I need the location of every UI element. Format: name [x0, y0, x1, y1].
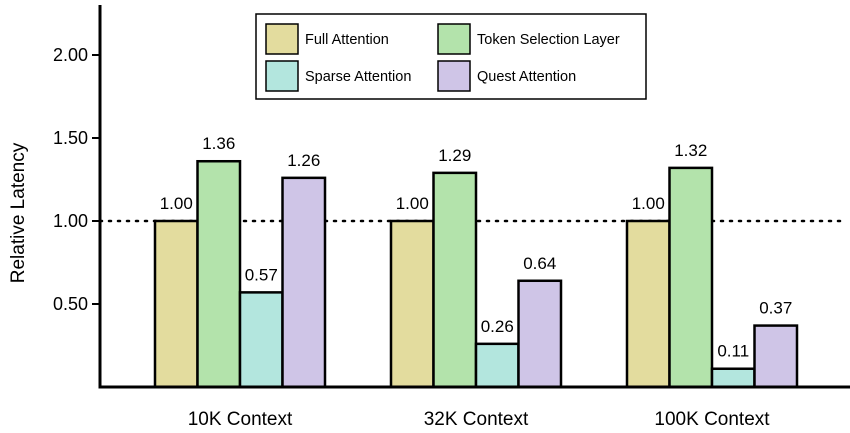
legend-label: Token Selection Layer [477, 32, 620, 48]
value-label: 1.29 [438, 146, 471, 165]
axes-group [98, 5, 850, 389]
bars-group [153, 159, 799, 389]
legend: Full Attention Token Selection Layer Spars… [255, 13, 647, 100]
legend-swatch [265, 60, 299, 92]
bar [153, 219, 199, 389]
x-tick-label: 10K Context [188, 409, 293, 430]
value-label: 1.00 [632, 194, 665, 213]
bar [196, 159, 242, 389]
bar [753, 324, 799, 389]
value-label: 0.11 [717, 342, 749, 361]
x-tick-label: 32K Context [424, 409, 529, 430]
bar [389, 219, 435, 389]
x-tick-label: 100K Context [654, 409, 770, 430]
bar [281, 176, 327, 389]
y-tick-label: 0.50 [53, 294, 88, 314]
legend-label: Full Attention [305, 32, 389, 48]
y-tick-label: 1.00 [53, 211, 88, 231]
value-label: 1.00 [396, 194, 429, 213]
bar [625, 219, 671, 389]
y-tick-label: 1.50 [53, 128, 88, 148]
value-label: 1.26 [287, 151, 320, 170]
bar [432, 171, 478, 389]
y-axis-label: Relative Latency [8, 142, 29, 283]
value-labels-group: 1.00 1.36 0.57 1.26 1.00 1.29 0.26 0.64 1.00 1.32… [160, 134, 793, 360]
value-label: 1.32 [674, 141, 707, 160]
bar [710, 367, 756, 389]
legend-swatch [265, 23, 299, 55]
y-axis-ticks: 2.00 1.50 1.00 0.50 [53, 45, 100, 314]
legend-label: Quest Attention [477, 69, 576, 85]
legend-label: Sparse Attention [305, 69, 411, 85]
bar [238, 291, 284, 389]
y-tick-label: 2.00 [53, 45, 88, 65]
x-axis-labels: 10K Context 32K Context 100K Context [188, 409, 771, 430]
value-label: 0.26 [481, 317, 514, 336]
value-label: 1.00 [160, 194, 193, 213]
value-label: 0.37 [759, 299, 792, 318]
value-label: 0.64 [523, 254, 556, 273]
legend-swatch [437, 23, 471, 55]
value-label: 0.57 [245, 265, 278, 284]
bar [668, 166, 714, 389]
bar [517, 279, 563, 389]
value-label: 1.36 [202, 134, 235, 153]
legend-swatch [437, 60, 471, 92]
bar [474, 342, 520, 389]
